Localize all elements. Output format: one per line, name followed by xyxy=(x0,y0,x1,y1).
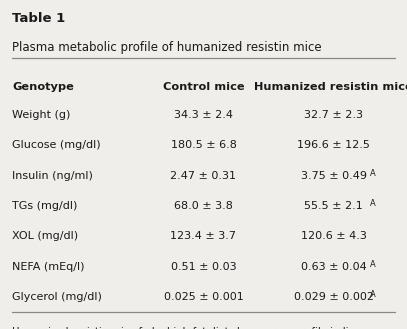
Text: 196.6 ± 12.5: 196.6 ± 12.5 xyxy=(297,140,370,150)
Text: 123.4 ± 3.7: 123.4 ± 3.7 xyxy=(171,231,236,241)
Text: Glycerol (mg/dl): Glycerol (mg/dl) xyxy=(12,292,102,302)
Text: Genotype: Genotype xyxy=(12,82,74,92)
Text: 120.6 ± 4.3: 120.6 ± 4.3 xyxy=(301,231,367,241)
Text: 34.3 ± 2.4: 34.3 ± 2.4 xyxy=(174,110,233,120)
Text: Glucose (mg/dl): Glucose (mg/dl) xyxy=(12,140,101,150)
Text: Humanized resistin mice fed a high-fat diet show serum profile indica-: Humanized resistin mice fed a high-fat d… xyxy=(12,327,364,329)
Text: 0.025 ± 0.001: 0.025 ± 0.001 xyxy=(164,292,243,302)
Text: TGs (mg/dl): TGs (mg/dl) xyxy=(12,201,78,211)
Text: A: A xyxy=(370,260,376,269)
Text: XOL (mg/dl): XOL (mg/dl) xyxy=(12,231,78,241)
Text: A: A xyxy=(370,199,376,208)
Text: Table 1: Table 1 xyxy=(12,12,66,25)
Text: A: A xyxy=(370,290,376,299)
Text: 3.75 ± 0.49: 3.75 ± 0.49 xyxy=(301,171,367,181)
Text: 32.7 ± 2.3: 32.7 ± 2.3 xyxy=(304,110,363,120)
Text: 0.63 ± 0.04: 0.63 ± 0.04 xyxy=(301,262,367,271)
Text: 2.47 ± 0.31: 2.47 ± 0.31 xyxy=(171,171,236,181)
Text: A: A xyxy=(370,169,376,178)
Text: NEFA (mEq/l): NEFA (mEq/l) xyxy=(12,262,85,271)
Text: 0.029 ± 0.002: 0.029 ± 0.002 xyxy=(294,292,374,302)
Text: Humanized resistin mice: Humanized resistin mice xyxy=(254,82,407,92)
Text: 180.5 ± 6.8: 180.5 ± 6.8 xyxy=(171,140,236,150)
Text: Insulin (ng/ml): Insulin (ng/ml) xyxy=(12,171,93,181)
Text: Weight (g): Weight (g) xyxy=(12,110,70,120)
Text: 68.0 ± 3.8: 68.0 ± 3.8 xyxy=(174,201,233,211)
Text: Control mice: Control mice xyxy=(163,82,244,92)
Text: Plasma metabolic profile of humanized resistin mice: Plasma metabolic profile of humanized re… xyxy=(12,41,322,54)
Text: 0.51 ± 0.03: 0.51 ± 0.03 xyxy=(171,262,236,271)
Text: 55.5 ± 2.1: 55.5 ± 2.1 xyxy=(304,201,363,211)
